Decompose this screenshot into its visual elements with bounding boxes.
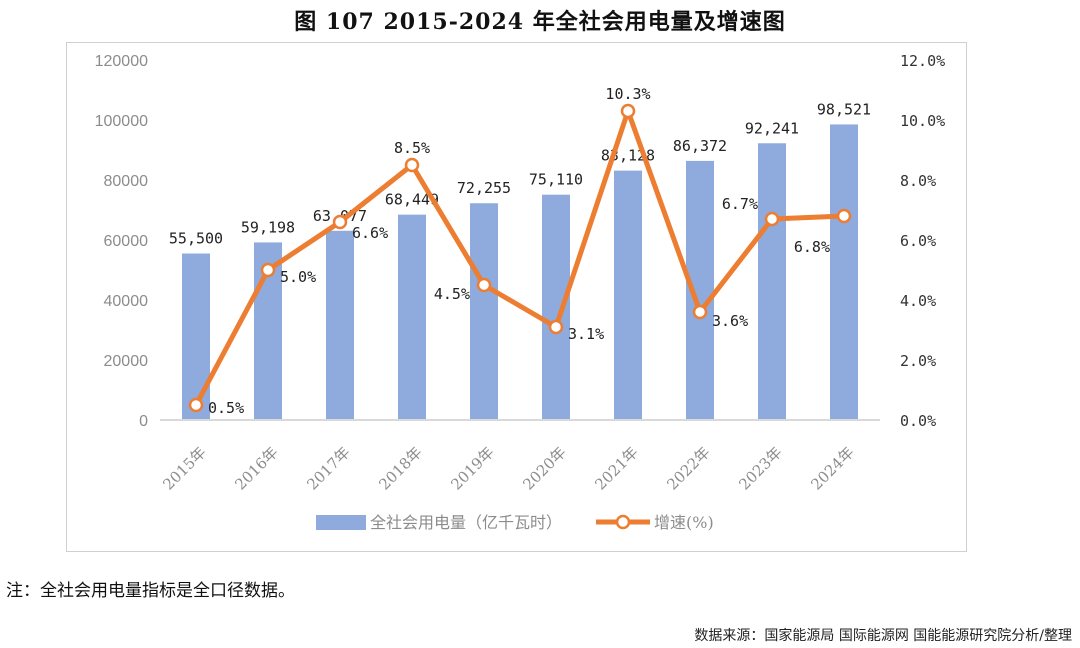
bar: [326, 230, 354, 420]
y2-tick-label: 6.0%: [900, 232, 936, 250]
growth-marker: [620, 103, 636, 119]
line-data-label: 6.6%: [352, 224, 388, 242]
chart-frame: [66, 42, 967, 552]
bar-data-label: 68,449: [385, 191, 439, 209]
y2-tick-label: 4.0%: [900, 292, 936, 310]
y-tick-label: 20000: [104, 353, 149, 370]
bar-data-label: 59,198: [241, 218, 295, 236]
growth-marker: [764, 211, 780, 227]
y2-tick-label: 12.0%: [900, 52, 945, 70]
line-data-label: 3.1%: [568, 325, 604, 343]
growth-marker: [476, 277, 492, 293]
y2-tick-label: 10.0%: [900, 112, 945, 130]
y-tick-label: 40000: [104, 293, 149, 310]
legend-line-marker: [615, 514, 631, 530]
growth-marker: [692, 304, 708, 320]
x-tick-label: 2024年: [807, 443, 857, 493]
growth-marker: [188, 397, 204, 413]
bar-data-label: 72,255: [457, 179, 511, 197]
line-data-label: 0.5%: [208, 399, 244, 417]
growth-line: [193, 108, 845, 407]
bar: [398, 214, 426, 420]
growth-marker: [836, 208, 852, 224]
y-tick-label: 100000: [95, 113, 148, 130]
bar: [758, 143, 786, 421]
growth-marker: [332, 214, 348, 230]
bar-data-label: 55,500: [169, 230, 223, 248]
bar: [182, 253, 210, 420]
x-tick-label: 2017年: [303, 443, 353, 493]
y-tick-label: 120000: [95, 53, 148, 70]
line-data-label: 5.0%: [280, 268, 316, 286]
growth-marker: [260, 262, 276, 278]
bar: [830, 124, 858, 420]
note: 注：全社会用电量指标是全口径数据。: [6, 581, 295, 601]
line-data-label: 4.5%: [434, 285, 470, 303]
bar: [542, 194, 570, 420]
y2-tick-label: 8.0%: [900, 172, 936, 190]
legend-line-label: 增速(%): [654, 513, 714, 532]
x-tick-label: 2020年: [519, 443, 569, 493]
bar: [614, 170, 642, 420]
line-data-label: 6.8%: [794, 238, 830, 256]
x-tick-label: 2021年: [591, 443, 641, 493]
x-tick-label: 2019年: [447, 443, 497, 493]
y-tick-label: 60000: [104, 233, 149, 250]
x-tick-label: 2022年: [663, 443, 713, 493]
y-tick-label: 80000: [104, 173, 149, 190]
line-data-label: 8.5%: [394, 139, 430, 157]
growth-marker: [404, 157, 420, 173]
x-tick-label: 2018年: [375, 443, 425, 493]
growth-marker: [548, 319, 564, 335]
bar-data-label: 86,372: [673, 137, 727, 155]
y2-tick-label: 2.0%: [900, 352, 936, 370]
bar-data-label: 98,521: [817, 100, 871, 118]
y-tick-label: 0: [139, 413, 148, 430]
data-source: 数据来源：国家能源局 国际能源网 国能能源研究院分析/整理: [694, 628, 1072, 644]
x-tick-label: 2016年: [231, 443, 281, 493]
line-data-label: 3.6%: [712, 312, 748, 330]
bar: [470, 203, 498, 420]
x-tick-label: 2023年: [735, 443, 785, 493]
legend-bar-label: 全社会用电量（亿千瓦时）: [370, 513, 562, 532]
legend-bar-swatch: [316, 515, 366, 530]
line-data-label: 6.7%: [722, 195, 758, 213]
x-tick-label: 2015年: [159, 443, 209, 493]
bar-data-label: 75,110: [529, 171, 583, 189]
line-data-label: 10.3%: [605, 85, 650, 103]
chart-title: 图 107 2015-2024 年全社会用电量及增速图: [294, 9, 786, 35]
y2-tick-label: 0.0%: [900, 412, 936, 430]
bar-data-label: 92,241: [745, 119, 799, 137]
